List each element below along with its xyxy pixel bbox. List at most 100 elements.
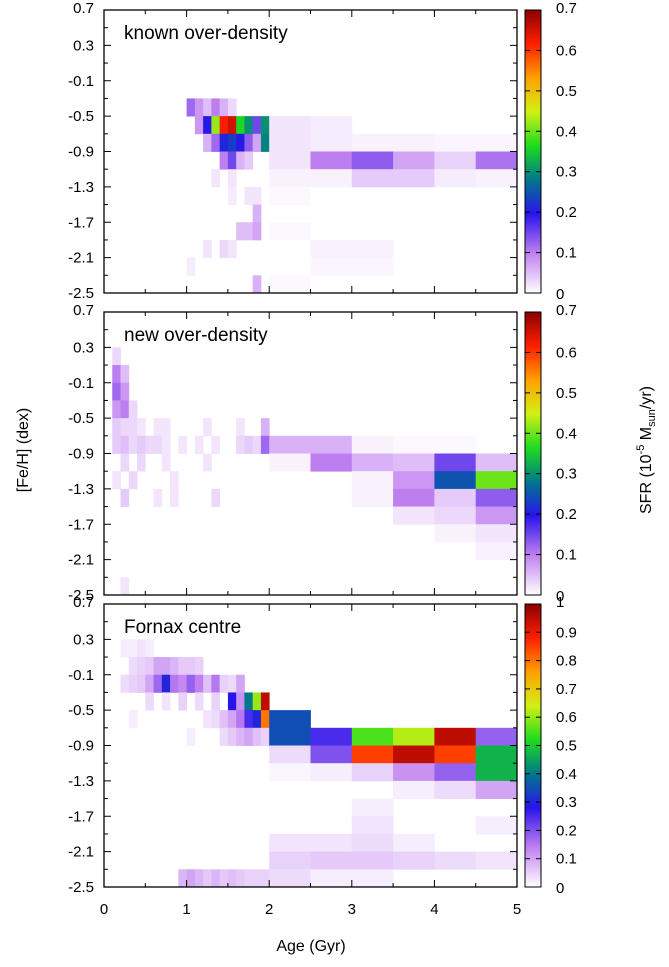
heatmap-cell [153, 418, 163, 437]
colorbar-tick-label: 0.5 [556, 83, 577, 100]
heatmap-cell [194, 869, 204, 888]
heatmap-cell [434, 488, 477, 507]
heatmap-cell [475, 745, 518, 764]
x-tick-label: 5 [513, 901, 521, 918]
heatmap-cell [260, 133, 270, 152]
heatmap-cell [269, 151, 311, 170]
y-tick-label: -2.5 [68, 587, 94, 604]
y-tick-label: -2.5 [68, 285, 94, 302]
heatmap-cell [252, 275, 262, 294]
heatmap-cell [351, 727, 394, 746]
heatmap-cell [434, 745, 477, 764]
heatmap-cell [260, 418, 270, 437]
heatmap-cell [252, 710, 262, 729]
heatmap-cell [269, 453, 311, 472]
heatmap-cell [112, 347, 121, 366]
heatmap-cell [211, 116, 221, 135]
heatmap-cell [252, 727, 262, 746]
heatmap-cell [227, 133, 237, 152]
heatmap-cell [128, 639, 138, 658]
heatmap-cell [244, 710, 254, 729]
heatmap-cell [310, 169, 353, 188]
colorbar-label-sub: sun [646, 409, 658, 427]
heatmap-cell [351, 471, 394, 490]
heatmap-cell [112, 382, 121, 401]
heatmap-cell [252, 133, 262, 152]
colorbar-tick-label: 0.1 [556, 851, 577, 868]
colorbar-tick-label: 0.1 [556, 547, 577, 564]
heatmap-cell [393, 453, 435, 472]
heatmap-cell [153, 657, 163, 676]
x-axis-label: Age (Gyr) [276, 938, 345, 955]
heatmap-cell [351, 869, 394, 888]
heatmap-cell [475, 488, 518, 507]
heatmap-cell [186, 869, 196, 888]
colorbar-tick-label: 0.7 [556, 0, 577, 17]
y-tick-label: -1.3 [68, 179, 94, 196]
heatmap-cell [120, 400, 130, 419]
heatmap-cell [120, 418, 130, 437]
y-tick-label: -1.7 [68, 214, 94, 231]
heatmap-cell [219, 98, 229, 117]
heatmap-cell [310, 257, 353, 276]
colorbar-tick-label: 0 [556, 588, 564, 605]
heatmap-cell [120, 435, 130, 454]
heatmap-cell [219, 151, 229, 170]
heatmap-cell [219, 133, 229, 152]
heatmap-cell [203, 710, 212, 729]
heatmap-cell [137, 674, 146, 693]
heatmap-cell [128, 400, 138, 419]
colorbar-tick-label: 0.4 [556, 123, 577, 140]
heatmap-cell [393, 471, 435, 490]
heatmap-cell [186, 98, 196, 117]
heatmap-cell [137, 639, 146, 658]
x-tick-label: 0 [100, 901, 108, 918]
heatmap-cell [393, 133, 435, 152]
heatmap-cell [170, 471, 179, 490]
heatmap-cell [475, 506, 518, 525]
y-tick-label: -1.7 [68, 516, 94, 533]
heatmap-cell [475, 169, 518, 188]
heatmap-cell [236, 151, 245, 170]
colorbar [525, 10, 541, 293]
heatmap-cell [269, 869, 311, 888]
heatmap-cell [211, 488, 221, 507]
heatmap-cell [178, 435, 187, 454]
colorbar-tick-label: 0.9 [556, 624, 577, 641]
heatmap-cell [260, 727, 270, 746]
heatmap-cell [203, 133, 212, 152]
heatmap-cell [269, 851, 311, 870]
heatmap-cell [219, 710, 229, 729]
heatmap-cell [269, 763, 311, 782]
heatmap-cell [434, 151, 477, 170]
heatmap-cell [120, 488, 130, 507]
colorbar-label-mid: M [638, 427, 655, 445]
panel-title: known over-density [124, 23, 288, 44]
heatmap-cell [269, 710, 311, 746]
heatmap-cell [475, 471, 518, 490]
y-tick-label: 0.7 [73, 302, 94, 319]
heatmap-cell [269, 169, 311, 188]
y-axis-label: [Fe/H] (dex) [15, 408, 32, 492]
heatmap-cell [194, 98, 204, 117]
heatmap-cell [186, 674, 196, 693]
heatmap-cell [178, 692, 187, 711]
colorbar [525, 604, 541, 887]
colorbar-tick-label: 0 [556, 880, 564, 897]
heatmap-cell [211, 674, 221, 693]
heatmap-cell [434, 524, 477, 543]
heatmap-cell [475, 763, 518, 782]
heatmap-cell [351, 851, 394, 870]
heatmap-cell [434, 471, 477, 490]
heatmap-cell [244, 151, 254, 170]
heatmap-cell [161, 692, 171, 711]
heatmap-cell [351, 763, 394, 782]
colorbar-frame [524, 9, 542, 294]
heatmap-cell [236, 727, 245, 746]
y-tick-label: 0.3 [73, 339, 94, 356]
heatmap-cell [310, 851, 353, 870]
heatmap-cell [393, 488, 435, 507]
heatmap-cell [236, 116, 245, 135]
heatmap-cell [128, 674, 138, 693]
heatmap-cell [351, 833, 394, 853]
